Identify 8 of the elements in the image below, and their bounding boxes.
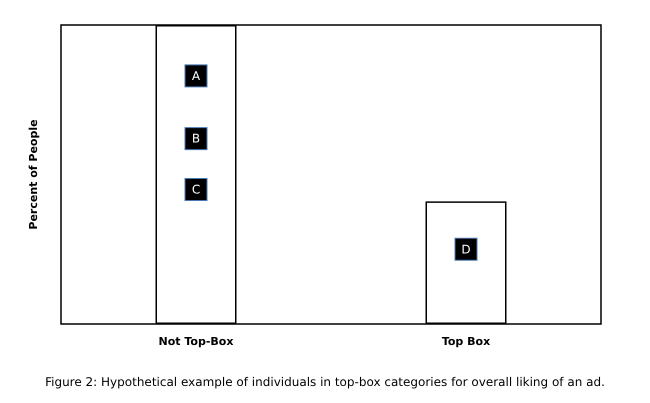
annotation: B — [192, 132, 200, 146]
annotation: D — [461, 242, 471, 256]
annotation: C — [192, 182, 200, 196]
caption: Figure 2: Hypothetical example of individuals in top-box categories for overall liking of an ad. — [45, 375, 605, 389]
y-axis-title: Percent of People — [27, 119, 40, 230]
x-tick-label: Top Box — [442, 335, 490, 348]
x-tick-label: Not Top-Box — [158, 335, 234, 348]
annotation: A — [192, 68, 201, 83]
